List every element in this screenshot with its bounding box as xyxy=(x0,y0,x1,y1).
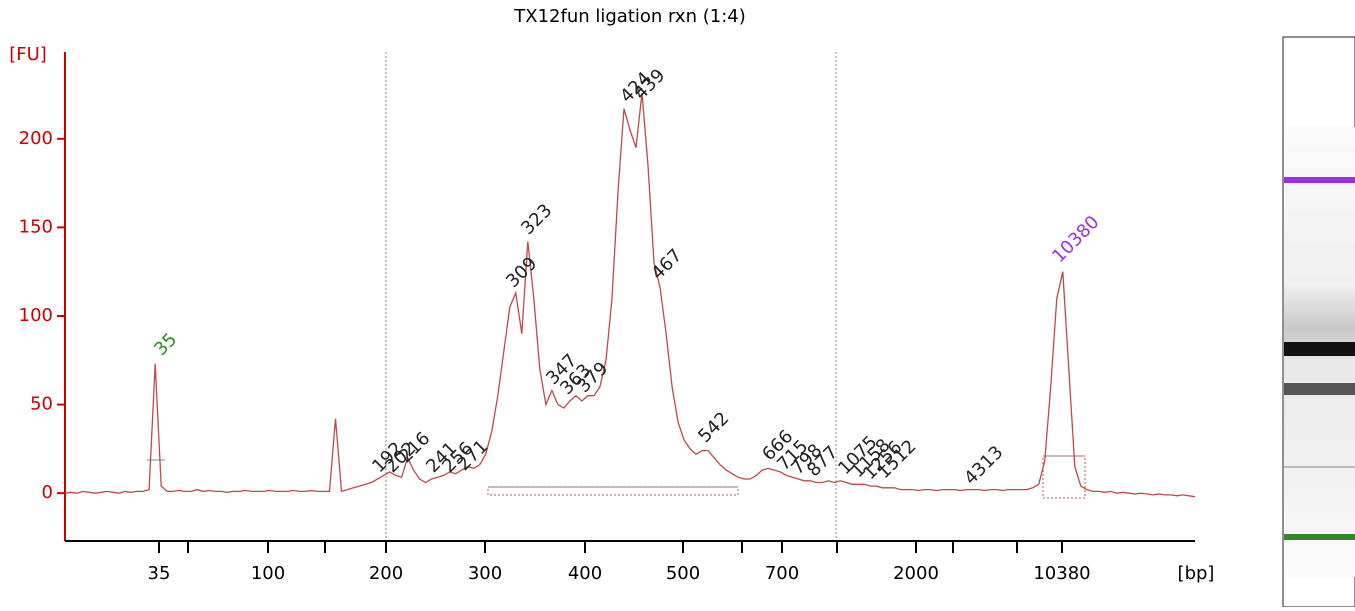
x-tick-label: 500 xyxy=(666,563,700,584)
peak-label: 4313 xyxy=(960,442,1007,489)
y-tick-label: 50 xyxy=(30,394,53,415)
peak-label: 323 xyxy=(517,200,556,239)
x-tick-label: 100 xyxy=(251,563,285,584)
peak-label: 10380 xyxy=(1048,212,1103,267)
x-tick-label: 2000 xyxy=(893,563,939,584)
x-tick-label: 700 xyxy=(765,563,799,584)
peak-label: 35 xyxy=(150,329,181,360)
peak-label: 309 xyxy=(502,253,541,292)
peak-box xyxy=(1042,455,1086,499)
x-tick-label: 200 xyxy=(369,563,403,584)
peak-label: 542 xyxy=(694,408,733,447)
y-axis-label: [FU] xyxy=(9,44,47,65)
gel-marker-band xyxy=(1284,177,1355,183)
chart-title: TX12fun ligation rxn (1:4) xyxy=(513,6,745,27)
x-tick-label: 300 xyxy=(468,563,502,584)
x-tick-label: 400 xyxy=(568,563,602,584)
gel-band xyxy=(1284,342,1355,356)
trace xyxy=(64,92,1196,498)
gel-marker-band xyxy=(1284,534,1355,540)
y-tick-label: 100 xyxy=(19,305,53,326)
gel-band xyxy=(1284,383,1355,395)
y-tick-label: 150 xyxy=(19,216,53,237)
x-tick-label: 10380 xyxy=(1033,563,1090,584)
gel-band xyxy=(1284,466,1355,468)
x-tick-label: 35 xyxy=(148,563,171,584)
x-axis-label: [bp] xyxy=(1178,563,1215,584)
y-tick-label: 0 xyxy=(42,482,53,503)
peak-box xyxy=(487,486,739,496)
y-tick-label: 200 xyxy=(19,128,53,149)
